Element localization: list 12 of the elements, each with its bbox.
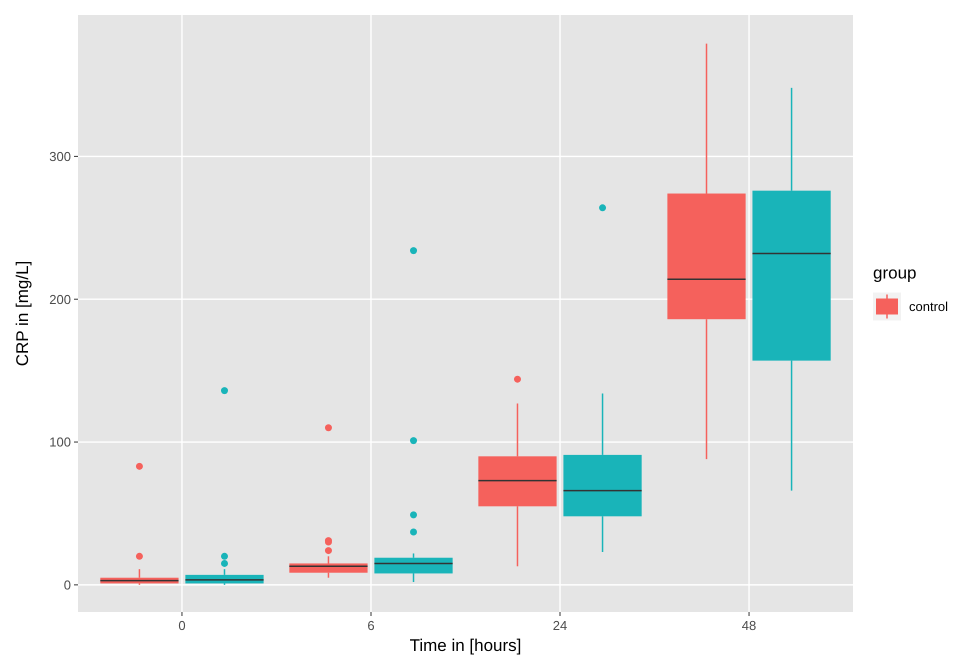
x-tick-label: 0	[178, 618, 186, 633]
legend-title: group	[873, 264, 916, 282]
legend-label: control	[909, 299, 948, 314]
y-tick-label: 300	[49, 148, 71, 164]
y-tick-label: 200	[49, 292, 71, 307]
y-tick-label: 100	[49, 434, 71, 450]
y-axis-title: CRP in [mg/L]	[13, 260, 32, 366]
x-axis-title: Time in [hours]	[410, 636, 522, 655]
y-tick-label: 0	[64, 577, 71, 592]
x-tick-label: 24	[552, 618, 568, 633]
x-tick-label: 48	[742, 618, 756, 633]
x-tick-label: 6	[367, 618, 375, 633]
